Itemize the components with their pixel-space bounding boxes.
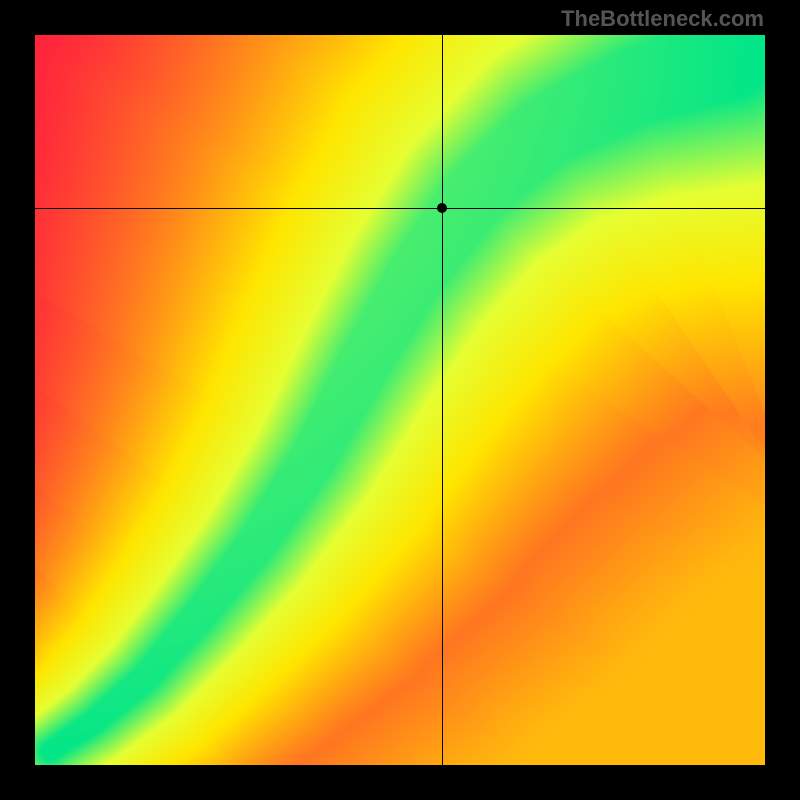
crosshair-marker-dot <box>437 203 447 213</box>
watermark-text: TheBottleneck.com <box>561 6 764 32</box>
crosshair-vertical <box>442 35 443 765</box>
heatmap-canvas <box>35 35 765 765</box>
crosshair-horizontal <box>35 208 765 209</box>
plot-area <box>35 35 765 765</box>
